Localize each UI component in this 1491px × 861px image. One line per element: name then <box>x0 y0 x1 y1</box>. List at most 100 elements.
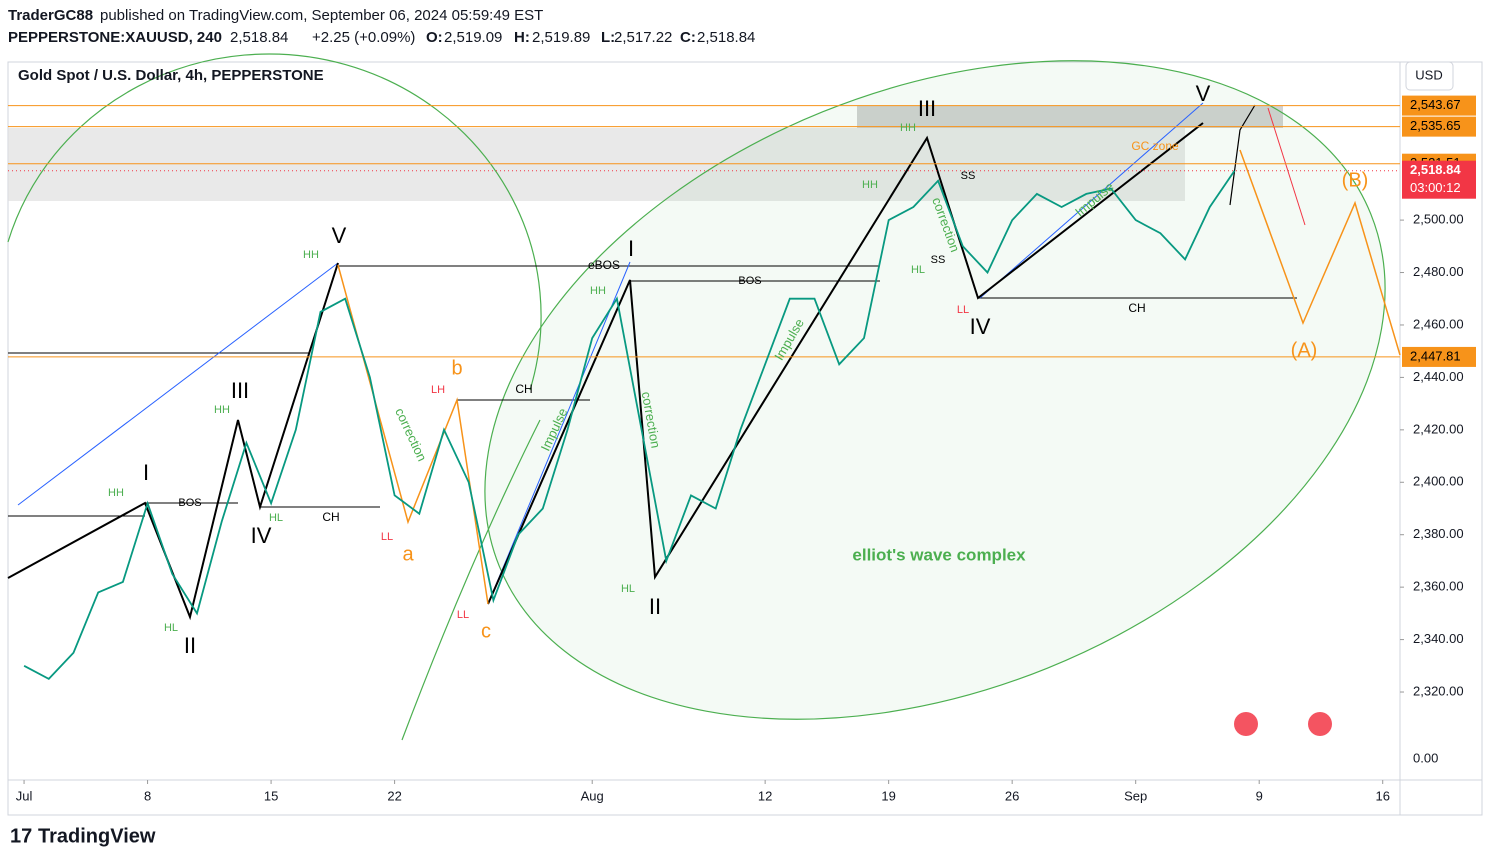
low: 2,517.22 <box>614 29 672 46</box>
y-tick-label: 2,440.00 <box>1413 369 1464 384</box>
blue-trend <box>979 102 1204 299</box>
bottom-axis-label: 0.00 <box>1413 750 1438 765</box>
logo-mark: 17 <box>10 825 32 847</box>
last: 2,518.84 <box>230 29 288 46</box>
annotation: (B) <box>1342 169 1369 191</box>
annotation: HL <box>911 264 925 276</box>
annotation: a <box>402 543 414 565</box>
annotation: eBOS <box>588 258 620 272</box>
annotation: b <box>451 357 462 379</box>
annotation: (A) <box>1291 339 1318 361</box>
x-tick-label: 16 <box>1375 788 1389 803</box>
annotation: LL <box>957 304 969 316</box>
y-tick-label: 2,360.00 <box>1413 579 1464 594</box>
annotation: GC zone <box>1131 139 1179 153</box>
y-tick-label: 2,420.00 <box>1413 421 1464 436</box>
author: TraderGC88 <box>8 7 93 24</box>
annotation: c <box>481 620 491 642</box>
annotation: V <box>1196 81 1211 106</box>
annotation: correction <box>392 406 430 464</box>
frame <box>7 61 1483 816</box>
open: 2,519.09 <box>444 29 502 46</box>
annotation: SS <box>931 254 946 266</box>
y-tick-label: 2,380.00 <box>1413 526 1464 541</box>
x-tick-label: 8 <box>144 788 151 803</box>
x-tick-label: 22 <box>387 788 401 803</box>
level-label: 2,535.65 <box>1410 118 1461 133</box>
blue-trend <box>487 261 631 605</box>
close-label: C: <box>680 29 696 46</box>
wave-zigzag <box>7 262 339 621</box>
event-icon[interactable] <box>1308 712 1332 736</box>
zone <box>8 128 1185 201</box>
price-line <box>23 170 1236 681</box>
y-tick-label: 2,460.00 <box>1413 316 1464 331</box>
forecast-path <box>1239 149 1401 356</box>
open-label: O: <box>426 29 443 46</box>
annotation: II <box>184 633 196 658</box>
annotation: CH <box>1128 301 1145 315</box>
currency-button[interactable] <box>1405 61 1454 91</box>
wave-arc <box>401 419 541 741</box>
annotation: HL <box>621 583 635 595</box>
annotation: HL <box>269 512 283 524</box>
annotation: elliot's wave complex <box>852 545 1026 564</box>
y-tick-label: 2,500.00 <box>1413 212 1464 227</box>
level-tag <box>1402 346 1476 367</box>
change: +2.25 (+0.09%) <box>312 29 415 46</box>
wave-zigzag <box>487 122 1204 605</box>
x-tick-label: Sep <box>1124 788 1147 803</box>
annotation: HH <box>862 179 878 191</box>
y-tick-label: 2,320.00 <box>1413 683 1464 698</box>
annotation: SS <box>961 170 976 182</box>
event-icon[interactable] <box>1234 712 1258 736</box>
level-tag <box>1402 116 1476 137</box>
x-tick-label: Aug <box>581 788 604 803</box>
annotation: I <box>628 236 634 261</box>
annotation: HH <box>108 487 124 499</box>
annotation: III <box>231 378 249 403</box>
annotation: II <box>649 594 661 619</box>
blue-trend <box>17 262 339 506</box>
x-tick-label: Jul <box>16 788 33 803</box>
annotation: I <box>143 460 149 485</box>
close: 2,518.84 <box>697 29 755 46</box>
low-label: L: <box>601 29 615 46</box>
annotation: HH <box>214 404 230 416</box>
annotation: CH <box>322 510 339 524</box>
x-tick-label: 26 <box>1005 788 1019 803</box>
current-price-label: 2,518.84 <box>1410 162 1461 177</box>
x-tick-label: 12 <box>758 788 772 803</box>
countdown: 03:00:12 <box>1410 180 1461 195</box>
annotation: IV <box>970 314 991 339</box>
published: published on TradingView.com, September … <box>100 7 543 24</box>
wave-ellipse <box>484 60 1386 720</box>
annotation: IV <box>251 523 272 548</box>
x-tick-label: 9 <box>1256 788 1263 803</box>
zone <box>857 106 1283 128</box>
level-label: 2,447.81 <box>1410 348 1461 363</box>
symbol: PEPPERSTONE:XAUUSD, 240 <box>8 29 222 46</box>
x-tick-label: 19 <box>881 788 895 803</box>
annotation: HH <box>900 122 916 134</box>
annotation: HL <box>164 622 178 634</box>
brand: TradingView <box>38 825 156 847</box>
annotation: BOS <box>738 275 761 287</box>
forecast-arrow <box>1267 107 1306 226</box>
annotation: HH <box>303 249 319 261</box>
wave-zigzag <box>1229 104 1256 206</box>
y-tick-label: 2,340.00 <box>1413 631 1464 646</box>
chart-title: Gold Spot / U.S. Dollar, 4h, PEPPERSTONE <box>18 67 324 84</box>
high-label: H: <box>514 29 530 46</box>
y-tick-label: 2,480.00 <box>1413 264 1464 279</box>
x-tick-label: 15 <box>264 788 278 803</box>
annotation: LH <box>431 384 445 396</box>
y-tick-label: 2,400.00 <box>1413 474 1464 489</box>
high: 2,519.89 <box>532 29 590 46</box>
annotation: III <box>918 96 936 121</box>
currency: USD <box>1415 67 1442 82</box>
annotation: LL <box>381 531 393 543</box>
current-price-tag <box>1402 160 1476 199</box>
